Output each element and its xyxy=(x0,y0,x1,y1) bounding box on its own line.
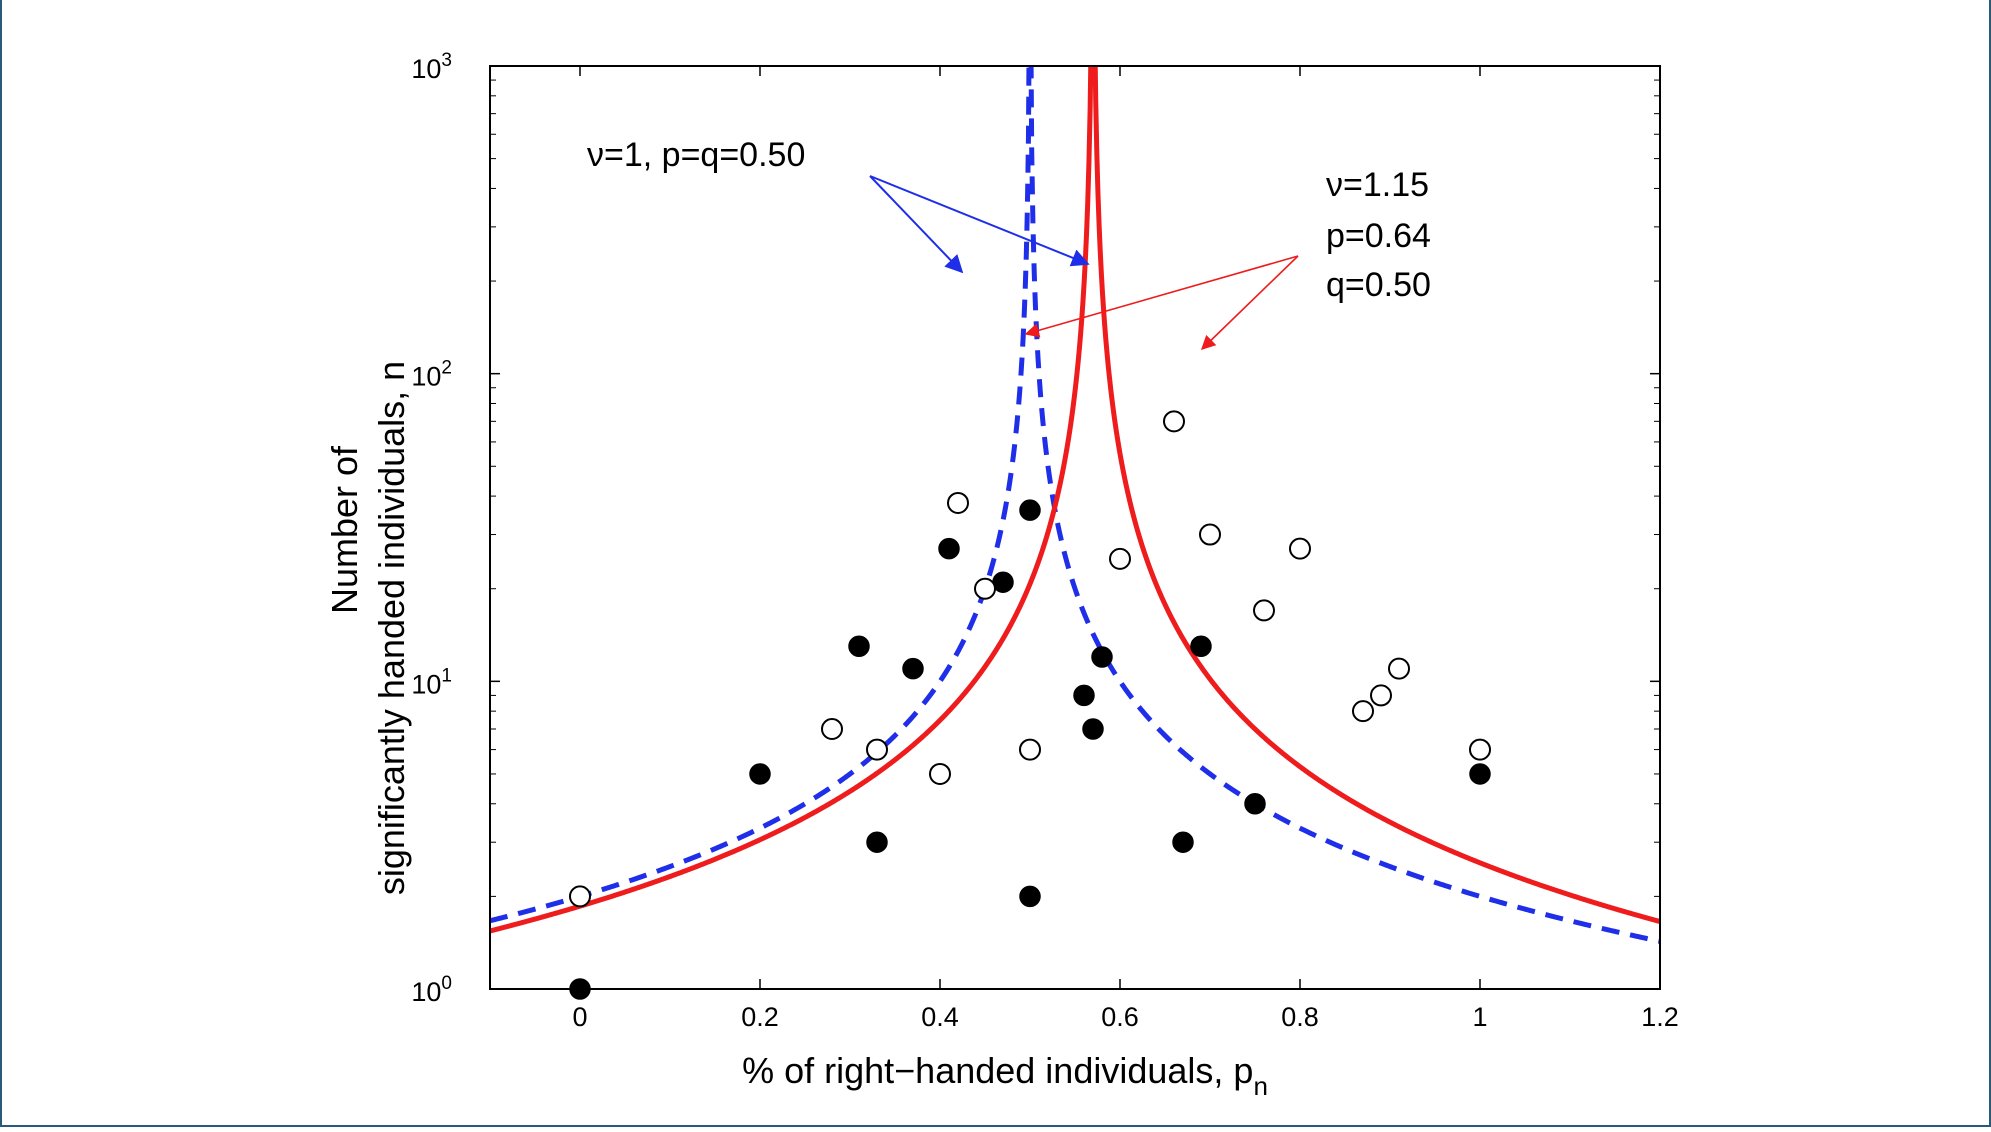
open-data-point xyxy=(1370,684,1392,707)
open-data-point xyxy=(866,738,888,761)
markers-layer xyxy=(569,410,1491,1000)
open-data-point xyxy=(1289,537,1311,560)
x-tick-label: 0.2 xyxy=(741,1002,779,1032)
x-tick-label: 1 xyxy=(1472,1002,1487,1032)
open-data-point xyxy=(1199,523,1221,546)
x-tick-label: 0.4 xyxy=(921,1002,959,1032)
filled-data-point xyxy=(1073,684,1095,707)
filled-data-point xyxy=(1190,635,1212,658)
filled-data-point xyxy=(1469,763,1491,785)
x-tick-label: 0.6 xyxy=(1101,1002,1139,1032)
filled-data-point xyxy=(1019,885,1041,908)
y-tick-label: 103 xyxy=(411,50,452,84)
y-tick-label: 101 xyxy=(411,665,452,699)
axis-ticks: 0 0.2 0.4 0.6 0.8 1 1.2 100 101 102 103 xyxy=(411,50,1678,1032)
blue-curve-label: ν=1, p=q=0.50 xyxy=(587,136,805,174)
filled-data-point xyxy=(938,537,960,560)
curve-nu1-right xyxy=(1028,66,1660,944)
red-label-arrow-right xyxy=(1200,255,1299,351)
open-data-point xyxy=(1019,738,1041,761)
blue-label-arrow-right xyxy=(869,175,1090,267)
open-data-point xyxy=(947,491,969,514)
x-tick-label: 0 xyxy=(572,1002,587,1032)
x-axis-label-subscript: n xyxy=(1253,1071,1267,1101)
curve-nu115-left xyxy=(490,66,1094,934)
filled-data-point xyxy=(1019,499,1041,521)
open-data-point xyxy=(1352,700,1374,723)
open-data-point xyxy=(821,717,843,740)
x-tick-label: 0.8 xyxy=(1281,1002,1319,1032)
open-data-point xyxy=(1109,547,1131,570)
plot-area-border xyxy=(489,65,1661,990)
x-tick-label: 1.2 xyxy=(1641,1002,1679,1032)
y-axis-label-line2: significantly handed individuals, n xyxy=(371,361,412,895)
open-data-point xyxy=(569,885,591,908)
open-data-point xyxy=(1163,410,1185,433)
filled-data-point xyxy=(1172,831,1194,853)
red-curve-label-line3: q=0.50 xyxy=(1326,266,1431,304)
filled-data-point xyxy=(1082,718,1104,740)
y-tick-label: 100 xyxy=(411,973,452,1007)
filled-data-point xyxy=(992,571,1014,593)
blue-label-arrow-left xyxy=(869,175,964,274)
y-tick-label: 102 xyxy=(411,358,452,392)
filled-data-point xyxy=(1244,793,1266,815)
filled-data-point xyxy=(749,763,771,785)
open-data-point xyxy=(1469,738,1491,761)
filled-data-point xyxy=(866,831,888,853)
curve-nu115-right xyxy=(1092,66,1660,924)
red-label-arrow-left xyxy=(1024,255,1299,338)
x-axis-label: % of right−handed individuals, pn xyxy=(742,1050,1268,1101)
red-curve-label-line1: ν=1.15 xyxy=(1326,166,1429,204)
open-data-point xyxy=(1253,599,1275,622)
open-data-point xyxy=(974,577,996,600)
open-data-point xyxy=(1388,657,1410,680)
y-axis-label-line1: Number of xyxy=(324,445,365,614)
filled-data-point xyxy=(1091,646,1113,668)
open-data-point xyxy=(929,762,951,785)
filled-data-point xyxy=(902,657,924,680)
axes xyxy=(489,65,1661,990)
red-curve-label-line2: p=0.64 xyxy=(1326,217,1431,255)
filled-data-point xyxy=(848,635,870,658)
